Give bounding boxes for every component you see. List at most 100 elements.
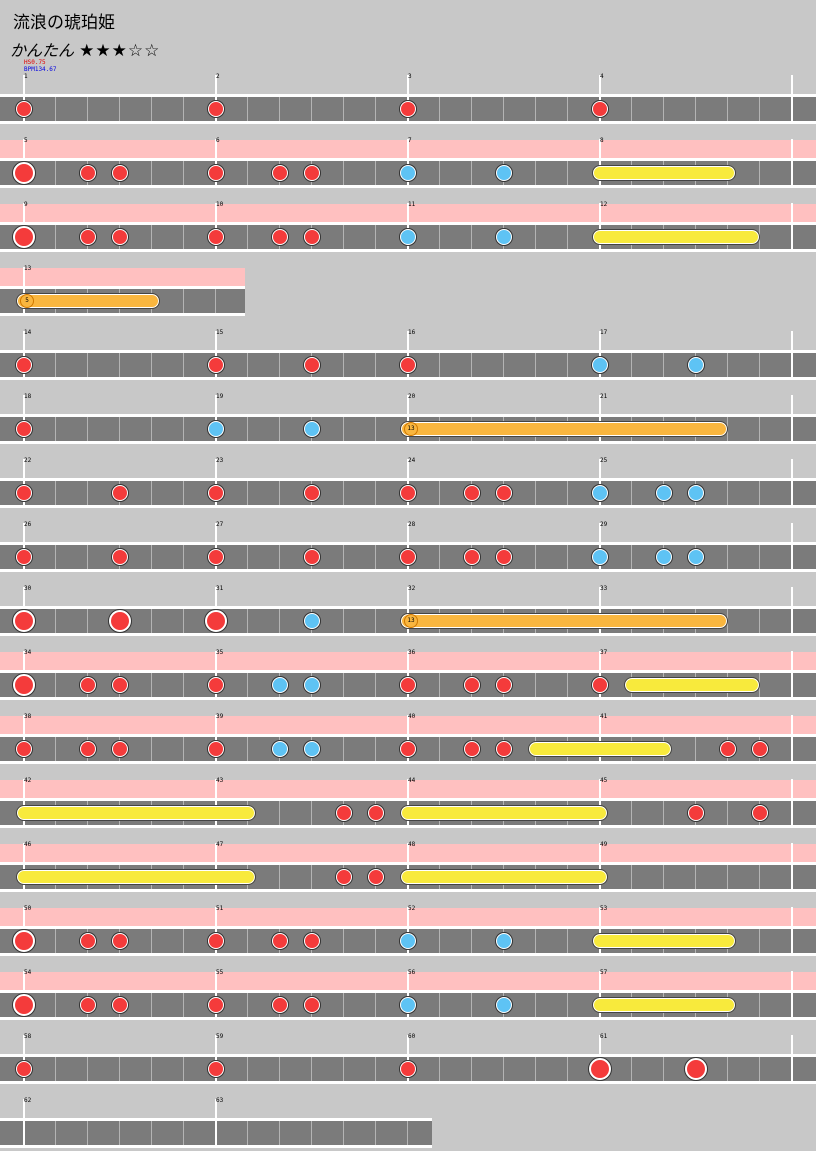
- don-note: [112, 549, 128, 565]
- beat-line: [119, 1121, 120, 1145]
- measure-line: [407, 395, 409, 441]
- beat-line: [151, 417, 152, 441]
- measure-number: 28: [408, 521, 416, 528]
- don-note: [16, 101, 32, 117]
- measure-line: [407, 1035, 409, 1081]
- beat-line: [759, 993, 760, 1017]
- beat-line: [759, 929, 760, 953]
- don-note: [304, 933, 320, 949]
- big-don-note: [13, 610, 35, 632]
- beat-line: [343, 417, 344, 441]
- beat-line: [375, 97, 376, 121]
- beat-line: [439, 225, 440, 249]
- ka-note: [208, 421, 224, 437]
- don-note: [304, 165, 320, 181]
- beat-line: [119, 1057, 120, 1081]
- measure-line: [791, 779, 793, 825]
- measure-number: 13: [24, 265, 32, 272]
- beat-line: [759, 97, 760, 121]
- beat-line: [311, 801, 312, 825]
- measure-line: [599, 331, 601, 377]
- measure-line: [599, 843, 601, 889]
- measure-line: [407, 907, 409, 953]
- beat-line: [695, 737, 696, 761]
- beat-line: [87, 97, 88, 121]
- measure-number: 60: [408, 1033, 416, 1040]
- beat-line: [439, 161, 440, 185]
- don-note: [208, 997, 224, 1013]
- beat-line: [535, 673, 536, 697]
- beat-line: [759, 481, 760, 505]
- measure-line: [407, 139, 409, 185]
- beat-line: [375, 737, 376, 761]
- measure-line: [791, 1035, 793, 1081]
- don-note: [16, 741, 32, 757]
- beat-line: [55, 1057, 56, 1081]
- beat-line: [151, 929, 152, 953]
- balloon-count: 13: [404, 422, 418, 436]
- difficulty-label: かんたん: [10, 41, 75, 60]
- beat-line: [567, 993, 568, 1017]
- measure-number: 44: [408, 777, 416, 784]
- measure-number: 38: [24, 713, 32, 720]
- chart-row: 1 2 3 4: [0, 62, 816, 127]
- beat-line: [247, 225, 248, 249]
- don-note: [112, 933, 128, 949]
- measure-line: [23, 1099, 25, 1145]
- beat-line: [55, 161, 56, 185]
- ka-note: [656, 549, 672, 565]
- beat-line: [375, 161, 376, 185]
- beat-line: [279, 353, 280, 377]
- gogo-band: [0, 268, 245, 286]
- beat-line: [439, 97, 440, 121]
- measure-number: 11: [408, 201, 416, 208]
- don-note: [592, 677, 608, 693]
- ka-note: [496, 229, 512, 245]
- measure-line: [23, 75, 25, 121]
- measure-number: 14: [24, 329, 32, 336]
- chart-row: 26 27 28 29: [0, 510, 816, 575]
- beat-line: [151, 353, 152, 377]
- beat-line: [183, 481, 184, 505]
- measure-number: 23: [216, 457, 224, 464]
- don-note: [400, 677, 416, 693]
- beat-line: [343, 225, 344, 249]
- beat-line: [151, 673, 152, 697]
- chart-row: 14 15 16 17: [0, 318, 816, 383]
- beat-line: [247, 545, 248, 569]
- measure-line: [599, 459, 601, 505]
- beat-line: [759, 353, 760, 377]
- beat-line: [439, 993, 440, 1017]
- ka-note: [656, 485, 672, 501]
- beat-line: [535, 97, 536, 121]
- measure-number: 52: [408, 905, 416, 912]
- beat-line: [535, 353, 536, 377]
- beat-line: [727, 1057, 728, 1081]
- don-note: [272, 165, 288, 181]
- beat-line: [727, 353, 728, 377]
- measure-number: 21: [600, 393, 608, 400]
- don-note: [272, 997, 288, 1013]
- big-don-note: [13, 994, 35, 1016]
- beat-line: [55, 97, 56, 121]
- chart-row: 38 39 40 41: [0, 702, 816, 767]
- measure-line: [407, 459, 409, 505]
- ka-note: [496, 997, 512, 1013]
- beat-line: [247, 993, 248, 1017]
- beat-line: [247, 481, 248, 505]
- beat-line: [55, 609, 56, 633]
- don-note: [208, 165, 224, 181]
- measure-number: 47: [216, 841, 224, 848]
- don-note: [464, 549, 480, 565]
- don-note: [304, 229, 320, 245]
- beat-line: [471, 161, 472, 185]
- beat-line: [631, 481, 632, 505]
- beat-line: [183, 1057, 184, 1081]
- measure-number: 40: [408, 713, 416, 720]
- beat-line: [87, 545, 88, 569]
- balloon-roll: 5: [16, 293, 160, 309]
- beat-line: [471, 993, 472, 1017]
- measure-number: 19: [216, 393, 224, 400]
- beat-line: [183, 353, 184, 377]
- measure-line: [599, 75, 601, 121]
